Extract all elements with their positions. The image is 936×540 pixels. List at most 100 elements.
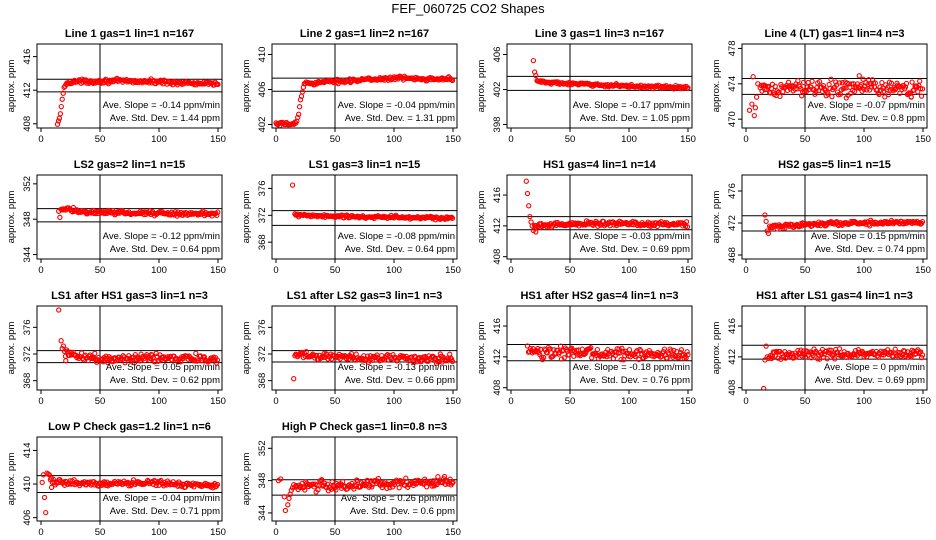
data-point [448, 356, 455, 362]
panel-title: HS1 gas=4 lin=1 n=14 [543, 159, 657, 171]
data-point [215, 81, 221, 88]
plot-frame [741, 43, 928, 129]
panel-title: LS2 gas=2 lin=1 n=15 [74, 159, 186, 171]
y-tick-label: 410 [257, 47, 268, 63]
x-tick-label: 50 [800, 396, 811, 407]
data-point [824, 356, 830, 362]
x-tick-label: 100 [856, 265, 872, 276]
data-point [375, 475, 382, 482]
data-point [278, 476, 284, 482]
y-tick-label: 412 [492, 349, 503, 365]
data-point [524, 190, 531, 197]
std-dev-annotation: Ave. Std. Dev. = 0.69 ppm [815, 375, 925, 386]
x-tick-label: 150 [680, 265, 696, 276]
x-tick-label: 0 [38, 134, 43, 145]
data-point [683, 219, 690, 225]
data-point [685, 351, 691, 358]
data-point [772, 83, 778, 90]
x-tick-label: 0 [743, 265, 748, 276]
data-point [214, 357, 221, 363]
x-tick-label: 50 [95, 396, 106, 407]
data-point [213, 360, 220, 366]
panel-title: LS1 after LS2 gas=3 lin=1 n=3 [287, 290, 443, 302]
std-dev-annotation: Ave. Std. Dev. = 0.64 ppm [345, 244, 455, 255]
data-point [751, 112, 757, 119]
data-point [430, 478, 436, 484]
data-point [533, 229, 539, 235]
panel-title: High P Check gas=1 lin=0.8 n=3 [282, 421, 447, 433]
data-point [877, 84, 883, 90]
data-point [556, 349, 563, 355]
data-point [63, 358, 69, 364]
y-tick-label: 398 [492, 117, 503, 133]
data-point [530, 57, 537, 64]
plot-frame [36, 43, 223, 129]
y-tick-label: 376 [257, 319, 268, 335]
x-tick-label: 0 [273, 265, 278, 276]
plot-frame [506, 43, 693, 129]
y-tick-label: 416 [22, 49, 33, 65]
data-point [832, 356, 838, 362]
data-point [533, 72, 539, 79]
x-tick-label: 100 [151, 527, 167, 538]
data-point [843, 95, 849, 101]
data-point [624, 84, 631, 90]
y-axis-label: approx. ppm [241, 60, 252, 113]
data-point [94, 359, 100, 365]
data-point [193, 350, 199, 357]
x-tick-label: 0 [273, 527, 278, 538]
data-point [661, 346, 668, 352]
x-tick-label: 50 [565, 265, 576, 276]
data-point [918, 93, 925, 99]
slope-annotation: Ave. Slope = 0.15 ppm/min [811, 231, 925, 242]
data-point [759, 88, 765, 94]
y-tick-label: 412 [727, 349, 738, 365]
plot-area [37, 44, 222, 128]
y-tick-label: 416 [492, 187, 503, 203]
plot-area [742, 44, 927, 128]
y-tick-label: 406 [257, 82, 268, 98]
x-tick-label: 150 [915, 265, 931, 276]
x-tick-label: 150 [210, 265, 226, 276]
data-point [354, 477, 360, 483]
data-point [765, 230, 772, 237]
panel-5: LS2 gas=2 lin=1 n=15 approx. ppm Ave. Slop… [6, 159, 226, 276]
data-point [919, 218, 926, 225]
data-point [181, 210, 187, 216]
data-point [365, 478, 371, 484]
data-point [618, 356, 624, 363]
x-tick-label: 150 [915, 396, 931, 407]
data-point [812, 91, 818, 97]
data-point [684, 224, 691, 230]
y-tick-label: 368 [257, 373, 268, 389]
data-point [296, 111, 302, 117]
data-point [396, 485, 402, 491]
data-point [828, 76, 834, 82]
data-point [285, 502, 291, 508]
data-point [884, 220, 891, 227]
x-tick-label: 50 [565, 396, 576, 407]
data-point [919, 352, 926, 358]
plot-area [507, 44, 692, 128]
slope-annotation: Ave. Slope = -0.04 ppm/min [103, 493, 220, 504]
y-tick-label: 416 [727, 318, 738, 334]
data-point [411, 359, 417, 365]
plot-area [37, 306, 222, 390]
data-point [282, 507, 289, 514]
std-dev-annotation: Ave. Std. Dev. = 0.64 ppm [110, 244, 220, 255]
x-tick-label: 150 [210, 527, 226, 538]
panel-4: Line 4 (LT) gas=1 lin=4 n=3 approx. ppm Av… [711, 28, 931, 145]
data-point [281, 494, 287, 500]
data-point [860, 76, 866, 82]
x-tick-label: 150 [445, 134, 461, 145]
plot-area [742, 306, 927, 390]
std-dev-annotation: Ave. Std. Dev. = 0.71 ppm [110, 506, 220, 517]
plot-frame [36, 174, 223, 260]
slope-annotation: Ave. Slope = -0.12 ppm/min [103, 231, 220, 242]
y-axis-label: approx. ppm [476, 322, 487, 375]
data-point [154, 353, 160, 359]
data-point [763, 218, 769, 225]
y-axis-label: approx. ppm [6, 453, 17, 506]
data-point [755, 81, 761, 87]
data-point [54, 121, 61, 127]
